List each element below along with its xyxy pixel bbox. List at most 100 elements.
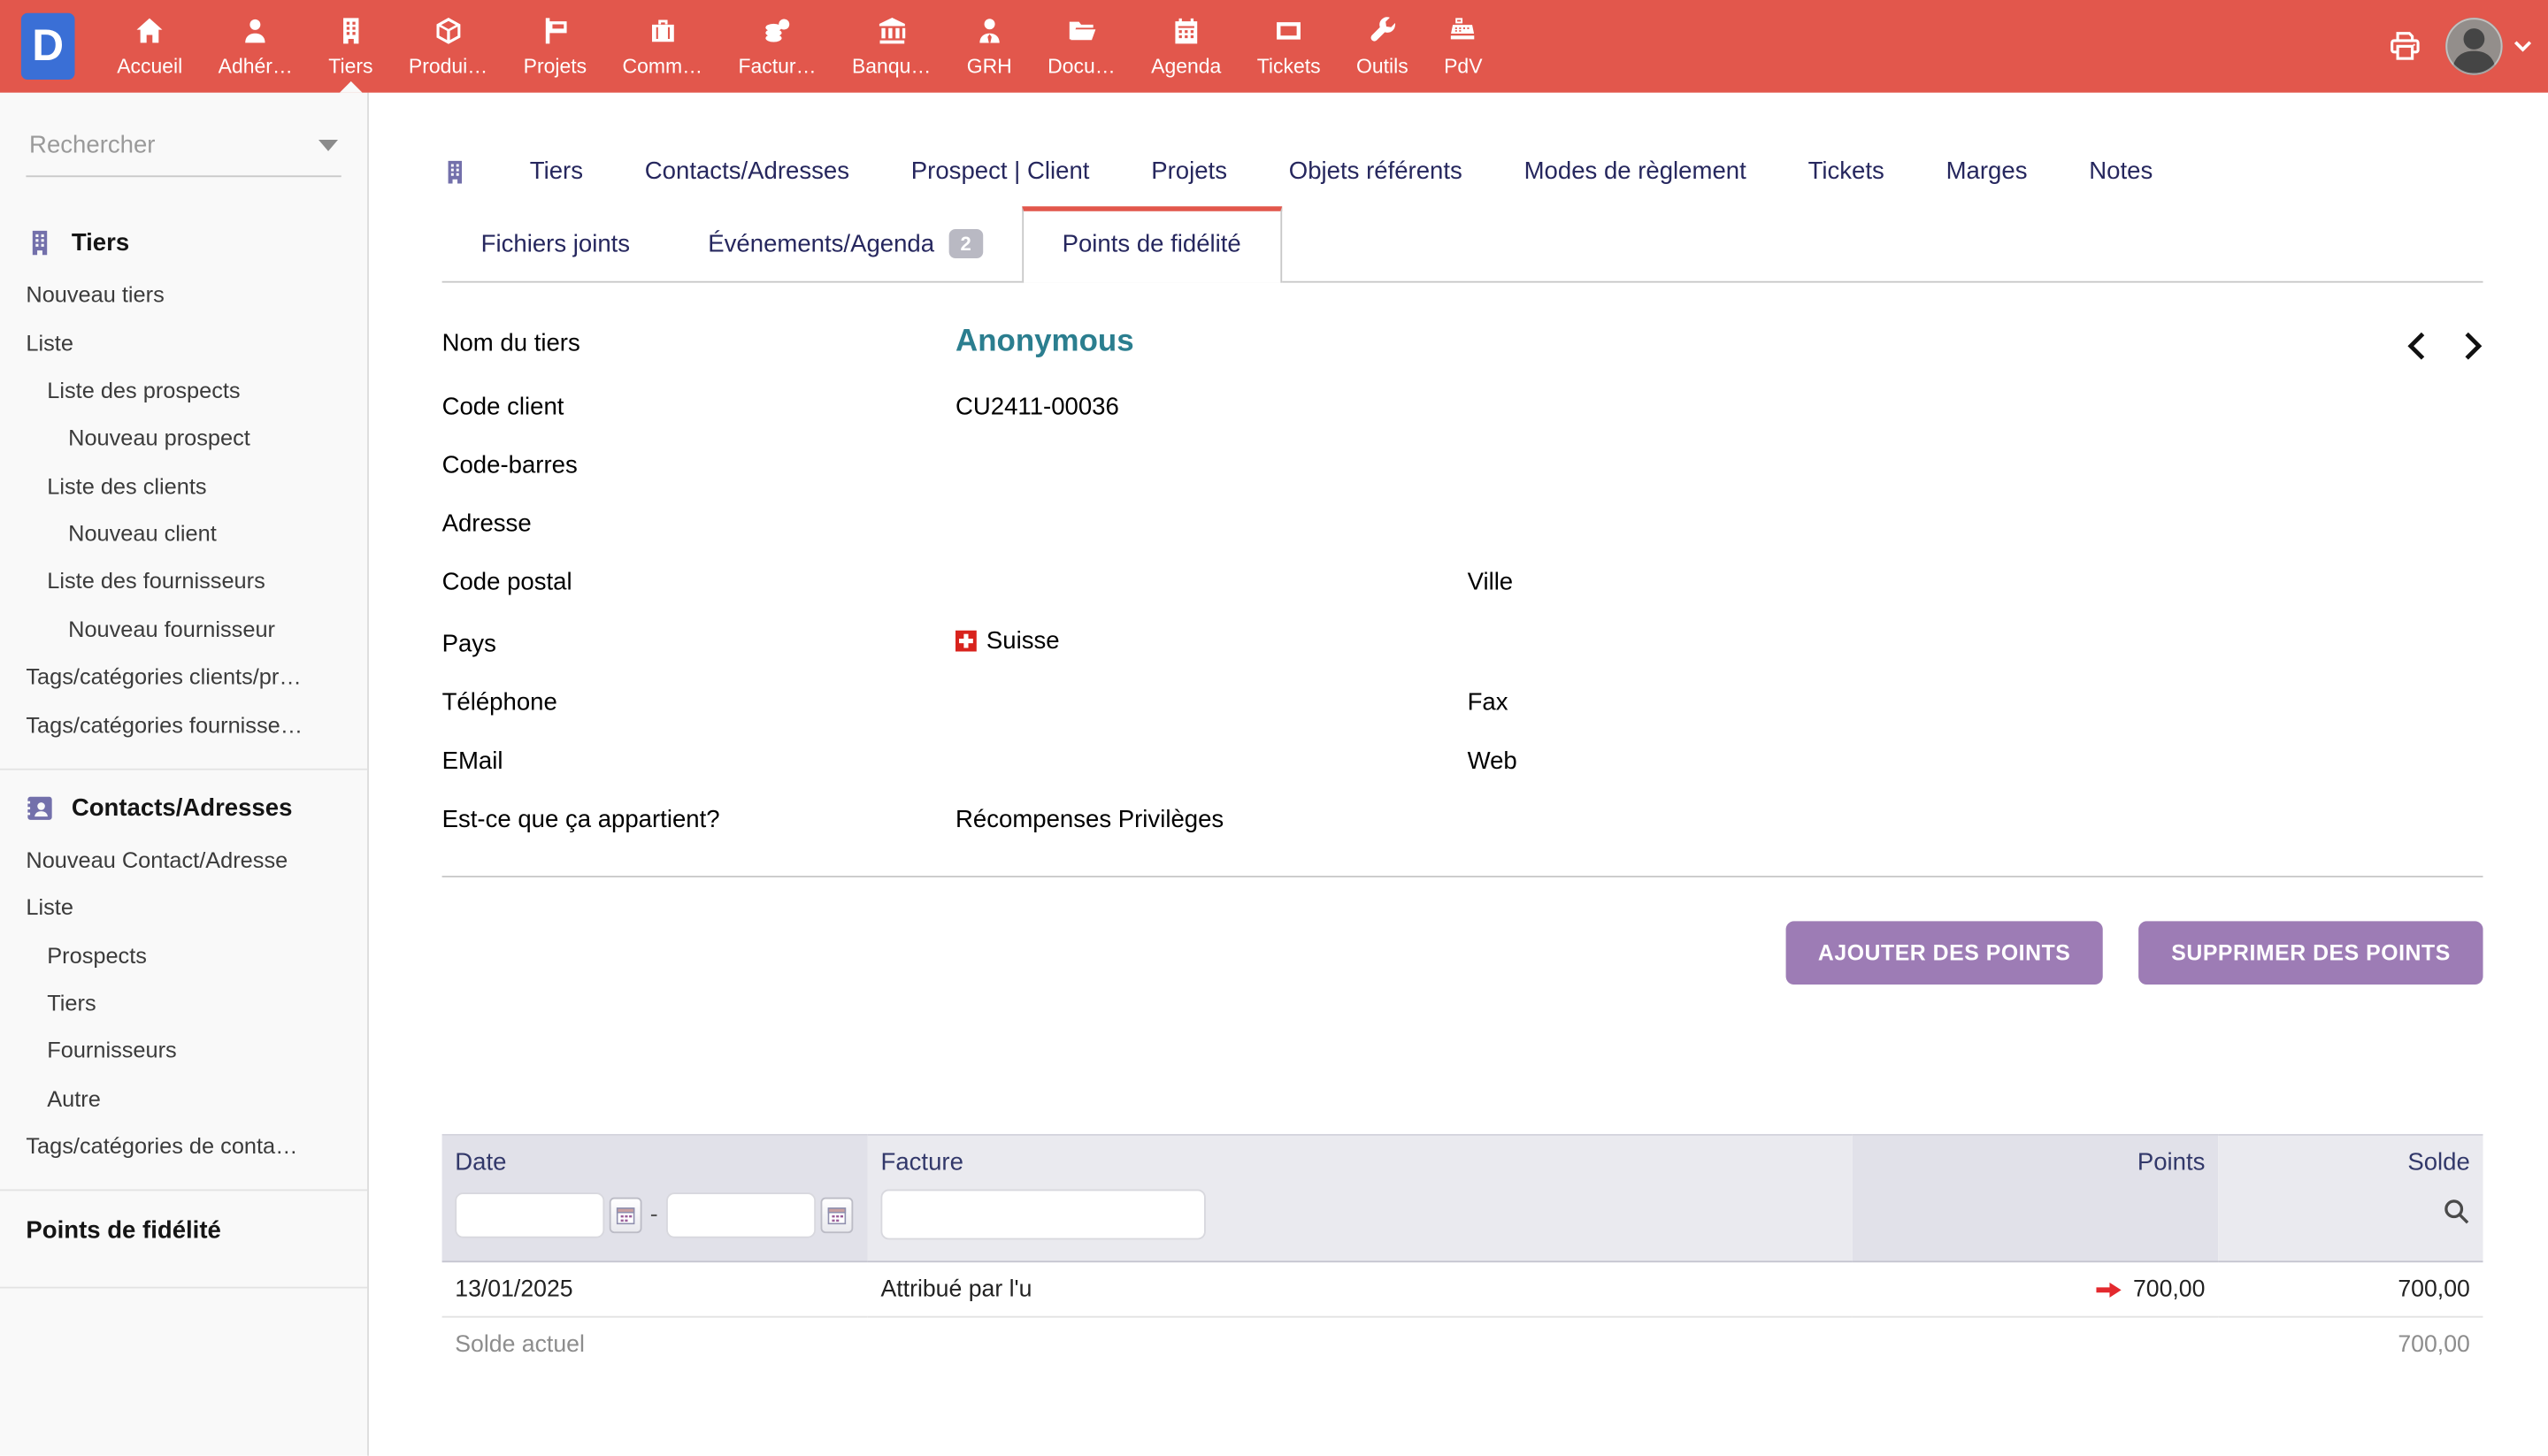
search-input[interactable] bbox=[26, 129, 306, 161]
building-icon bbox=[442, 158, 468, 184]
tab[interactable]: Prospect | Client bbox=[910, 157, 1090, 186]
date-from-input[interactable] bbox=[455, 1192, 605, 1238]
tab-evenements-agenda[interactable]: Événements/Agenda 2 bbox=[669, 206, 1021, 280]
sidebar-item[interactable]: Tiers bbox=[47, 991, 96, 1016]
nav-item[interactable]: Adhér… bbox=[200, 0, 311, 93]
print-icon[interactable] bbox=[2387, 29, 2422, 64]
sidebar-item[interactable]: Nouveau prospect bbox=[68, 425, 250, 451]
nav-item[interactable]: PdV bbox=[1426, 0, 1500, 93]
tab[interactable]: Marges bbox=[1946, 157, 2028, 186]
date-to-input[interactable] bbox=[665, 1192, 816, 1238]
tab-points-de-fidelite[interactable]: Points de fidélité bbox=[1021, 206, 1282, 283]
points-row: 13/01/2025 Attribué par l'u 700,00 700,0… bbox=[441, 1261, 2483, 1318]
nav-item[interactable]: Produi… bbox=[391, 0, 506, 93]
add-points-button[interactable]: AJOUTER DES POINTS bbox=[1785, 921, 2104, 985]
column-header-points[interactable]: Points bbox=[1852, 1134, 2219, 1180]
field-label-belongs: Est-ce que ça appartient? bbox=[441, 805, 720, 833]
points-row-points: 700,00 bbox=[1852, 1261, 2219, 1318]
tab[interactable]: Projets bbox=[1151, 157, 1227, 186]
balance-value: 700,00 bbox=[2218, 1316, 2483, 1372]
facture-filter-input[interactable] bbox=[880, 1189, 1206, 1240]
remove-points-button[interactable]: SUPPRIMER DES POINTS bbox=[2138, 921, 2483, 985]
top-navbar: D Accueil Adhér… Tiers bbox=[0, 0, 2548, 93]
sidebar-item[interactable]: Tags/catégories clients/pr… bbox=[26, 664, 302, 690]
nav-item[interactable]: Comm… bbox=[604, 0, 720, 93]
sidebar-item[interactable]: Prospects bbox=[47, 943, 147, 969]
nav-item[interactable]: Agenda bbox=[1133, 0, 1239, 93]
main-menu: Accueil Adhér… Tiers Produi… bbox=[99, 0, 1500, 93]
nav-item-label: GRH bbox=[966, 55, 1012, 79]
dolibarr-logo[interactable]: D bbox=[20, 12, 75, 80]
field-label-phone: Téléphone bbox=[441, 687, 557, 717]
sidebar-item[interactable]: Fournisseurs bbox=[47, 1038, 177, 1064]
sidebar-heading-loyalty[interactable]: Points de fidélité bbox=[26, 1217, 221, 1245]
card-tabs-row1: Tiers Contacts/Adresses Prospect | Clien… bbox=[442, 157, 2483, 185]
field-label-city: Ville bbox=[1467, 567, 1514, 596]
sidebar-divider bbox=[0, 1190, 368, 1192]
tab[interactable]: Contacts/Adresses bbox=[644, 157, 850, 186]
nav-item[interactable]: Outils bbox=[1339, 0, 1426, 93]
next-record-icon[interactable] bbox=[2463, 332, 2483, 361]
calendar-icon[interactable] bbox=[609, 1196, 642, 1233]
sidebar-item[interactable]: Liste des clients bbox=[47, 473, 207, 499]
column-header-facture[interactable]: Facture bbox=[867, 1134, 1853, 1180]
project-icon bbox=[545, 18, 566, 43]
prev-record-icon[interactable] bbox=[2406, 332, 2426, 361]
nav-item[interactable]: Tickets bbox=[1239, 0, 1339, 93]
agenda-icon bbox=[1175, 19, 1197, 44]
column-header-date[interactable]: Date bbox=[441, 1134, 868, 1180]
code-client-value: CU2411-00036 bbox=[955, 392, 1119, 420]
field-label-country: Pays bbox=[441, 629, 496, 657]
pos-icon bbox=[1452, 18, 1475, 39]
sidebar-item[interactable]: Nouveau tiers bbox=[26, 282, 165, 308]
sidebar-divider bbox=[0, 768, 368, 770]
search-icon[interactable] bbox=[2443, 1198, 2470, 1225]
user-menu[interactable] bbox=[2444, 16, 2532, 76]
tab[interactable]: Objets référents bbox=[1288, 157, 1462, 186]
tab[interactable]: Tickets bbox=[1807, 157, 1884, 186]
sidebar-item[interactable]: Tags/catégories de conta… bbox=[26, 1134, 298, 1159]
field-label-address: Adresse bbox=[441, 509, 532, 538]
sidebar-item[interactable]: Nouveau Contact/Adresse bbox=[26, 847, 288, 873]
sidebar-item[interactable]: Nouveau fournisseur bbox=[68, 617, 275, 642]
record-pagination bbox=[2406, 332, 2483, 361]
sidebar-item[interactable]: Liste des prospects bbox=[47, 378, 241, 403]
sidebar-heading-contacts[interactable]: Contacts/Adresses bbox=[0, 794, 367, 822]
loyalty-points-table: Date Facture Points Solde - bbox=[441, 1134, 2483, 1372]
tab[interactable]: Tiers bbox=[529, 157, 583, 186]
avatar bbox=[2444, 17, 2503, 75]
arrow-right-icon bbox=[2095, 1281, 2122, 1297]
contact-card-icon bbox=[26, 794, 53, 822]
search-caret-icon[interactable] bbox=[318, 139, 339, 151]
tab[interactable]: Modes de règlement bbox=[1523, 157, 1746, 186]
points-row-facture: Attribué par l'u bbox=[867, 1261, 1853, 1318]
nav-item[interactable]: Banqu… bbox=[834, 0, 949, 93]
topbar-right bbox=[2387, 0, 2548, 93]
sidebar-item[interactable]: Liste des fournisseurs bbox=[47, 569, 265, 594]
sidebar-item[interactable]: Nouveau client bbox=[68, 521, 217, 547]
sidebar-heading-tiers[interactable]: Tiers bbox=[0, 229, 367, 257]
country-value: Suisse bbox=[955, 626, 1468, 654]
sidebar-item[interactable]: Autre bbox=[47, 1086, 101, 1111]
sidebar-item[interactable]: Liste bbox=[26, 895, 73, 921]
nav-item[interactable]: Projets bbox=[505, 0, 604, 93]
field-label-barcode: Code-barres bbox=[441, 450, 578, 479]
tab[interactable]: Notes bbox=[2089, 157, 2153, 186]
nav-item[interactable]: GRH bbox=[949, 0, 1030, 93]
nav-item[interactable]: Accueil bbox=[99, 0, 200, 93]
nav-item[interactable]: Docu… bbox=[1030, 0, 1133, 93]
balance-row: Solde actuel 700,00 bbox=[441, 1316, 2483, 1372]
nav-item[interactable]: Factur… bbox=[720, 0, 833, 93]
documents-icon bbox=[1069, 22, 1095, 41]
calendar-icon[interactable] bbox=[820, 1196, 853, 1233]
balance-label: Solde actuel bbox=[441, 1316, 2219, 1372]
column-header-solde[interactable]: Solde bbox=[2218, 1134, 2483, 1180]
sidebar-item[interactable]: Liste bbox=[26, 330, 73, 356]
nav-item-label: PdV bbox=[1444, 55, 1483, 79]
field-label-postal: Code postal bbox=[441, 567, 572, 596]
nav-item[interactable]: Tiers bbox=[311, 0, 391, 93]
tab-fichiers-joints[interactable]: Fichiers joints bbox=[480, 230, 631, 259]
swiss-flag-icon bbox=[955, 629, 977, 651]
sidebar-divider bbox=[0, 1287, 368, 1290]
sidebar-item[interactable]: Tags/catégories fournisse… bbox=[26, 712, 303, 738]
